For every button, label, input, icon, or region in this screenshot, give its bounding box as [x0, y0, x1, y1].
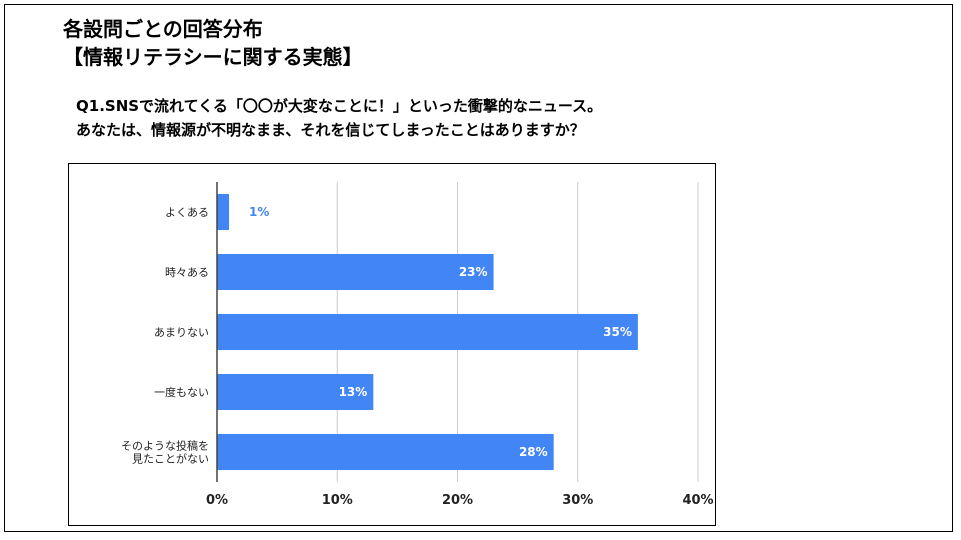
category-label: 時々ある [165, 266, 209, 279]
bar-chart: 0% 10% 20% 30% 40% よくある 1% 時々ある 23% あまりない 35% 一度もない… [121, 182, 714, 508]
category-label: あまりない [154, 326, 209, 339]
value-label: 28% [519, 445, 548, 459]
x-tick-label: 30% [562, 493, 593, 508]
question-text: Q1.SNSで流れてくる「〇〇が大変なことに！」といった衝撃的なニュース。 あな… [76, 94, 602, 142]
question-line-2: あなたは、情報源が不明なまま、それを信じてしまったことはありますか？ [76, 121, 585, 139]
x-tick-label: 10% [322, 493, 353, 508]
bar [217, 254, 494, 290]
bar [217, 434, 554, 470]
bar [217, 374, 374, 410]
value-label: 13% [339, 385, 368, 399]
x-tick-label: 20% [442, 493, 473, 508]
bar [217, 194, 230, 230]
category-label: 一度もない [154, 385, 209, 399]
question-line-1: Q1.SNSで流れてくる「〇〇が大変なことに！」といった衝撃的なニュース。 [76, 97, 603, 115]
title-line-1: 各設問ごとの回答分布 [63, 17, 263, 41]
chart-container: 0% 10% 20% 30% 40% よくある 1% 時々ある 23% あまりない 35% 一度もない… [68, 163, 716, 526]
x-tick-label: 40% [682, 493, 713, 508]
title-line-2: 【情報リテラシーに関する実態】 [63, 45, 363, 69]
bar [217, 314, 638, 350]
x-tick-label: 0% [206, 493, 228, 508]
category-label: そのような投稿を [121, 439, 209, 453]
value-label: 23% [459, 265, 488, 279]
value-label: 1% [249, 205, 269, 219]
category-label: 見たことがない [132, 452, 209, 466]
value-label: 35% [603, 325, 632, 339]
category-label: よくある [165, 206, 209, 219]
slide-title: 各設問ごとの回答分布 【情報リテラシーに関する実態】 [63, 15, 363, 71]
